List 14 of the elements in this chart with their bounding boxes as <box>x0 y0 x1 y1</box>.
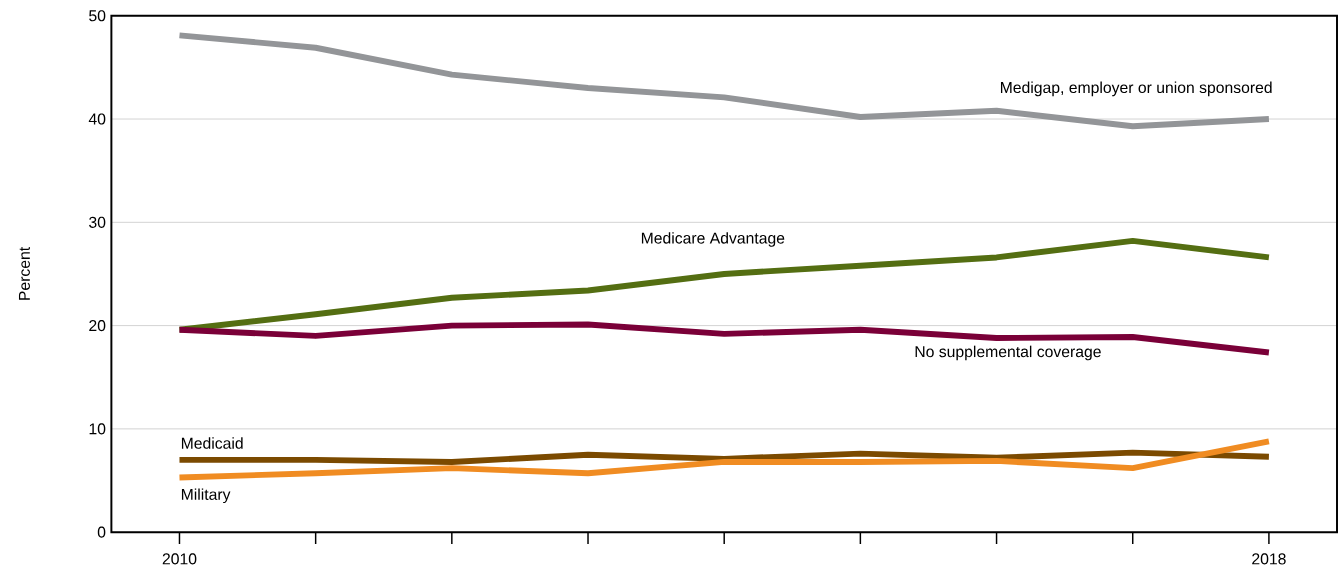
y-tick-label: 0 <box>97 526 106 538</box>
series-label: Medicare Advantage <box>641 231 785 247</box>
y-tick-label: 10 <box>89 423 106 435</box>
y-tick-label: 40 <box>88 113 106 125</box>
y-tick-label: 50 <box>89 9 106 22</box>
x-tick-label: 2010 <box>162 553 197 565</box>
y-tick-label: 20 <box>89 319 106 331</box>
series-label: Military <box>181 488 231 503</box>
y-tick-label: 30 <box>89 216 106 228</box>
y-axis-title: Percent <box>18 246 30 300</box>
series-label: No supplemental coverage <box>915 345 1101 361</box>
x-tick-label: 2018 <box>1252 553 1286 565</box>
series-label: Medicaid <box>181 437 243 449</box>
series-label: Medigap, employer or union sponsored <box>1000 81 1272 97</box>
